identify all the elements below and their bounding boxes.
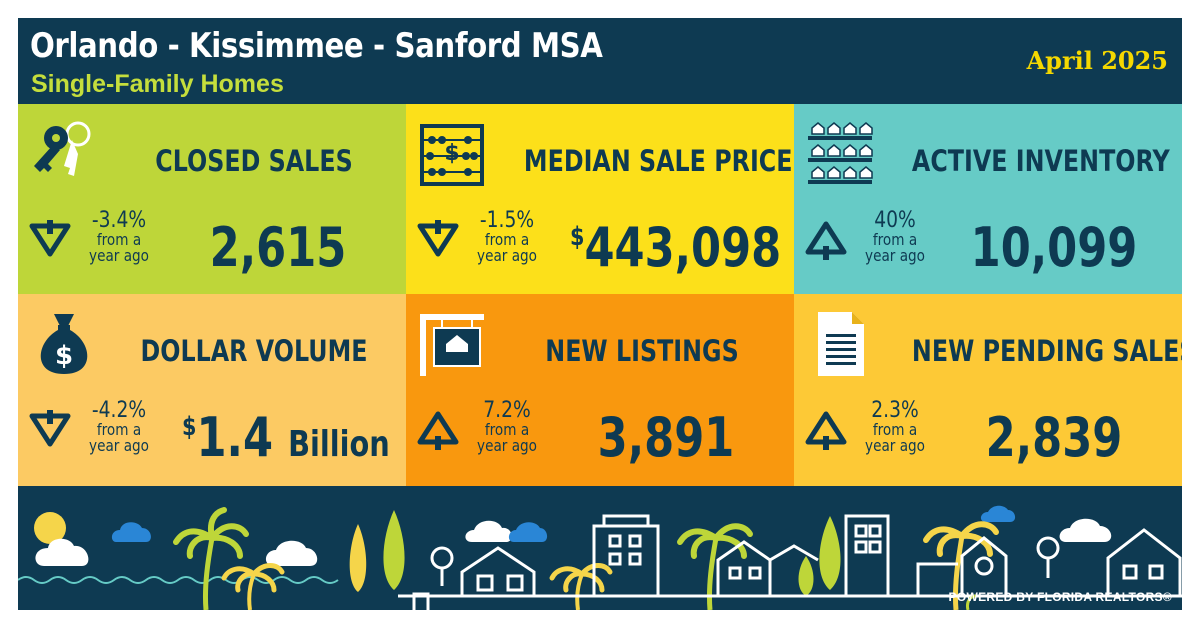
- metric-value: $443,098: [570, 216, 781, 279]
- tile-label: DOLLAR VOLUME: [140, 334, 368, 368]
- change-caption-line1: from a: [96, 420, 142, 439]
- tile-label: ACTIVE INVENTORY: [911, 144, 1170, 178]
- tree-icon: [798, 556, 814, 610]
- tile-new-listings: NEW LISTINGS 7.2% from a year ago 3,891: [406, 294, 794, 486]
- cityscape-illustration: [18, 505, 1182, 610]
- houses-shelf-icon: [808, 122, 873, 184]
- arrow-up-icon: [417, 411, 459, 450]
- document-icon: [818, 312, 864, 376]
- currency-symbol: $: [182, 412, 197, 442]
- svg-text:$: $: [55, 341, 73, 371]
- change-caption-line2: year ago: [865, 246, 925, 265]
- infographic: Orlando - Kissimmee - Sanford MSA Single…: [18, 18, 1182, 610]
- tree-icon: [349, 524, 367, 610]
- header: Orlando - Kissimmee - Sanford MSA Single…: [18, 18, 1182, 104]
- change-indicator: -4.2% from a year ago: [78, 400, 160, 454]
- metric-number: 2,615: [209, 216, 347, 279]
- metric-unit: Billion: [288, 424, 390, 465]
- cloud-icon: [265, 540, 318, 566]
- arrow-up-icon: [805, 411, 847, 450]
- svg-text:$: $: [444, 141, 459, 166]
- change-caption-line2: year ago: [865, 436, 925, 455]
- water-waves: [18, 576, 339, 584]
- tile-new-pending-sales: NEW PENDING SALES 2.3% from a year ago 2…: [794, 294, 1182, 486]
- change-caption-line1: from a: [484, 420, 530, 439]
- metric-value: 10,099: [958, 216, 1150, 279]
- tile-label: NEW PENDING SALES: [911, 334, 1182, 368]
- tile-active-inventory: ACTIVE INVENTORY 40% from a year ago 10,…: [794, 104, 1182, 294]
- change-indicator: 40% from a year ago: [854, 210, 936, 264]
- tile-closed-sales: CLOSED SALES -3.4% from a year ago 2,615: [18, 104, 406, 294]
- report-period: April 2025: [1026, 46, 1168, 75]
- arrow-down-icon: [29, 410, 71, 447]
- cloud-icon: [980, 505, 1016, 522]
- cloud-icon: [35, 538, 89, 566]
- palm-tree-icon: [173, 507, 249, 610]
- change-caption-line1: from a: [96, 230, 142, 249]
- metric-value: 2,615: [182, 216, 374, 279]
- for-sale-sign-icon: [420, 314, 484, 376]
- change-percent: 2.3%: [871, 398, 919, 423]
- metric-number: 3,891: [597, 406, 735, 469]
- change-indicator: -1.5% from a year ago: [466, 210, 548, 264]
- change-caption-line1: from a: [872, 420, 918, 439]
- abacus-icon: $: [420, 124, 484, 186]
- change-indicator: 2.3% from a year ago: [854, 400, 936, 454]
- metric-number: 443,098: [584, 216, 782, 279]
- arrow-up-icon: [805, 221, 847, 260]
- currency-symbol: $: [570, 222, 585, 252]
- money-bag-icon: $: [40, 314, 88, 374]
- tile-label: CLOSED SALES: [155, 144, 353, 178]
- change-percent: 7.2%: [483, 398, 531, 423]
- metric-number: 1.4: [196, 406, 274, 469]
- arrow-down-icon: [417, 220, 459, 257]
- keys-icon: [34, 121, 91, 176]
- change-percent: -3.4%: [91, 208, 147, 233]
- change-indicator: -3.4% from a year ago: [78, 210, 160, 264]
- tree-icon: [819, 516, 841, 610]
- sun-icon: [34, 512, 66, 544]
- change-caption-line2: year ago: [89, 436, 149, 455]
- houses-outline: [398, 514, 1182, 610]
- change-percent: -4.2%: [91, 398, 147, 423]
- tile-median-sale-price: $ MEDIAN SALE PRICE -1.5% from a year ag…: [406, 104, 794, 294]
- change-caption-line1: from a: [872, 230, 918, 249]
- tile-label: NEW LISTINGS: [545, 334, 739, 368]
- change-percent: -1.5%: [479, 208, 535, 233]
- change-caption-line1: from a: [484, 230, 530, 249]
- cloud-icon: [111, 522, 151, 542]
- metric-number: 2,839: [985, 406, 1123, 469]
- palm-tree-icon: [221, 563, 285, 610]
- metric-value: $1.4 Billion: [182, 406, 390, 469]
- change-caption-line2: year ago: [89, 246, 149, 265]
- arrow-down-icon: [29, 220, 71, 257]
- metric-value: 2,839: [958, 406, 1150, 469]
- palm-tree-icon: [677, 523, 753, 610]
- palm-tree-icon: [923, 521, 999, 610]
- metric-number: 10,099: [970, 216, 1138, 279]
- tree-icon: [383, 510, 405, 610]
- tile-label: MEDIAN SALE PRICE: [523, 144, 793, 178]
- change-percent: 40%: [874, 208, 916, 233]
- cloud-icon: [508, 522, 548, 542]
- cloud-icon: [1059, 518, 1112, 542]
- change-indicator: 7.2% from a year ago: [466, 400, 548, 454]
- change-caption-line2: year ago: [477, 436, 537, 455]
- powered-by-credit: POWERED BY FLORIDA REALTORS®: [948, 590, 1172, 604]
- change-caption-line2: year ago: [477, 246, 537, 265]
- tile-dollar-volume: $ DOLLAR VOLUME -4.2% from a year ago $1…: [18, 294, 406, 486]
- palm-tree-icon: [549, 563, 613, 610]
- cloud-icon: [465, 520, 512, 542]
- page-subtitle: Single-Family Homes: [31, 70, 284, 98]
- page-title: Orlando - Kissimmee - Sanford MSA: [30, 26, 603, 66]
- metric-value: 3,891: [570, 406, 762, 469]
